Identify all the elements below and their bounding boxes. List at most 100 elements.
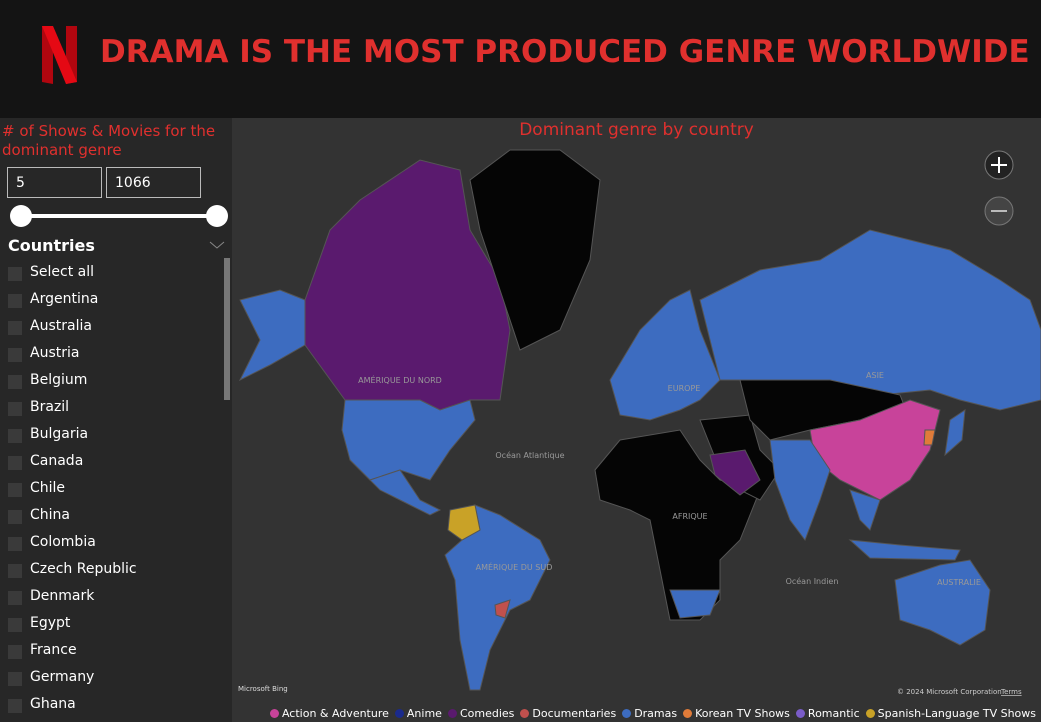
country-item: Austria bbox=[30, 345, 80, 361]
country-shape[interactable] bbox=[42, 26, 77, 84]
country-item: Chile bbox=[30, 480, 66, 496]
legend-dot bbox=[520, 709, 530, 718]
checkbox[interactable] bbox=[8, 564, 22, 578]
country-item: Bulgaria bbox=[30, 426, 89, 442]
legend-item: Comedies bbox=[447, 707, 515, 720]
legend-label: Anime bbox=[406, 707, 442, 720]
checkbox[interactable] bbox=[8, 348, 22, 362]
min-input[interactable]: 5 bbox=[7, 167, 102, 198]
country-shape[interactable] bbox=[341, 399, 476, 481]
country-shape[interactable] bbox=[444, 504, 551, 691]
map-label: ASIE bbox=[866, 371, 884, 380]
country-item: Denmark bbox=[30, 588, 95, 604]
checkbox[interactable] bbox=[8, 537, 22, 551]
map-label: AMÉRIQUE DU NORD bbox=[358, 374, 442, 385]
country-shape[interactable] bbox=[349, 459, 442, 516]
country-item: Brazil bbox=[30, 399, 70, 415]
map: AMÉRIQUE DU NORD Océan Atlantique AMÉRIQ… bbox=[232, 118, 1041, 722]
checkbox[interactable] bbox=[8, 321, 22, 335]
country-shape[interactable] bbox=[944, 408, 966, 457]
scrollbar[interactable] bbox=[224, 258, 230, 400]
country-item: Czech Republic bbox=[30, 561, 137, 577]
checkbox[interactable] bbox=[8, 591, 22, 605]
legend-label: Documentaries bbox=[532, 707, 617, 720]
country-item: France bbox=[30, 642, 77, 658]
checkbox[interactable] bbox=[8, 699, 22, 713]
zoom-out[interactable] bbox=[984, 196, 1014, 226]
country-shape[interactable] bbox=[848, 539, 961, 561]
country-shape[interactable] bbox=[923, 429, 936, 446]
checkbox[interactable] bbox=[8, 456, 22, 470]
range-slider[interactable] bbox=[0, 201, 232, 231]
legend-item: Korean TV Shows bbox=[683, 707, 790, 720]
legend-dot bbox=[394, 709, 404, 718]
country-shape[interactable] bbox=[238, 289, 306, 382]
legend-dot bbox=[447, 709, 457, 718]
country-item: Argentina bbox=[30, 291, 99, 307]
country-shape[interactable] bbox=[894, 559, 991, 646]
map-title: Dominant genre by country bbox=[519, 120, 754, 140]
map-label: AFRIQUE bbox=[672, 512, 707, 521]
legend-label: Comedies bbox=[459, 707, 515, 720]
legend-dot bbox=[683, 709, 693, 718]
map-label: AUSTRALIE bbox=[937, 578, 981, 587]
zoom-in[interactable] bbox=[984, 150, 1014, 180]
legend-item: Anime bbox=[394, 707, 442, 720]
legend-label: Spanish-Language TV Shows bbox=[877, 707, 1036, 720]
country-shape[interactable] bbox=[769, 439, 831, 542]
filter-panel: # of Shows & Movies for the dominant gen… bbox=[0, 118, 232, 722]
legend-dot bbox=[795, 709, 805, 718]
country-shape[interactable] bbox=[849, 489, 881, 531]
header: DRAMA IS THE MOST PRODUCED GENRE WORLDWI… bbox=[0, 0, 1041, 118]
country-item: Egypt bbox=[30, 615, 71, 631]
checkbox[interactable] bbox=[8, 429, 22, 443]
legend-label: Action & Adventure bbox=[281, 707, 389, 720]
country-shape[interactable] bbox=[594, 429, 761, 621]
map-label: Océan Atlantique bbox=[495, 450, 564, 460]
country-shape[interactable] bbox=[669, 589, 721, 619]
country-item: Colombia bbox=[30, 534, 96, 550]
legend-dot bbox=[269, 709, 279, 718]
checkbox[interactable] bbox=[8, 294, 22, 308]
terms-link[interactable]: Terms bbox=[1000, 688, 1022, 696]
legend-label: Dramas bbox=[634, 707, 678, 720]
country-item: Germany bbox=[30, 669, 95, 685]
map-label: Océan Indien bbox=[786, 576, 839, 586]
slicer-title: # of Shows & Movies for the dominant gen… bbox=[2, 122, 216, 159]
country-item: Select all bbox=[30, 264, 94, 280]
legend-item: Romantic bbox=[795, 707, 860, 720]
legend-dot bbox=[865, 709, 875, 718]
country-shape[interactable] bbox=[494, 599, 511, 619]
checkbox[interactable] bbox=[8, 672, 22, 686]
legend-dot bbox=[622, 709, 632, 718]
title: DRAMA IS THE MOST PRODUCED GENRE WORLDWI… bbox=[100, 34, 1030, 70]
map-label: EUROPE bbox=[668, 384, 701, 393]
checkbox[interactable] bbox=[8, 618, 22, 632]
country-item: Australia bbox=[30, 318, 92, 334]
checkbox[interactable] bbox=[8, 402, 22, 416]
attribution: Microsoft Bing bbox=[238, 685, 288, 693]
country-shape[interactable] bbox=[709, 449, 761, 496]
country-item: Canada bbox=[30, 453, 84, 469]
checkbox[interactable] bbox=[8, 645, 22, 659]
country-shape[interactable] bbox=[469, 149, 601, 351]
legend-item: Action & Adventure bbox=[269, 707, 389, 720]
checkbox[interactable] bbox=[8, 483, 22, 497]
country-item: Belgium bbox=[30, 372, 88, 388]
checkbox[interactable] bbox=[8, 510, 22, 524]
legend: Action & Adventure Anime Comedies Documenta… bbox=[269, 707, 1036, 720]
country-item: Ghana bbox=[30, 696, 76, 712]
collapse-icon[interactable] bbox=[208, 240, 228, 250]
country-shape[interactable] bbox=[447, 504, 481, 541]
legend-label: Korean TV Shows bbox=[695, 707, 790, 720]
legend-label: Romantic bbox=[807, 707, 860, 720]
country-item: China bbox=[30, 507, 70, 523]
max-input[interactable]: 1066 bbox=[106, 167, 201, 198]
legend-item: Documentaries bbox=[520, 707, 616, 720]
legend-item: Dramas bbox=[622, 707, 677, 720]
legend-item: Spanish-Language TV Shows bbox=[865, 707, 1036, 720]
copyright: © 2024 Microsoft Corporation bbox=[897, 688, 1002, 696]
checkbox[interactable] bbox=[8, 375, 22, 389]
checkbox[interactable] bbox=[8, 267, 22, 281]
